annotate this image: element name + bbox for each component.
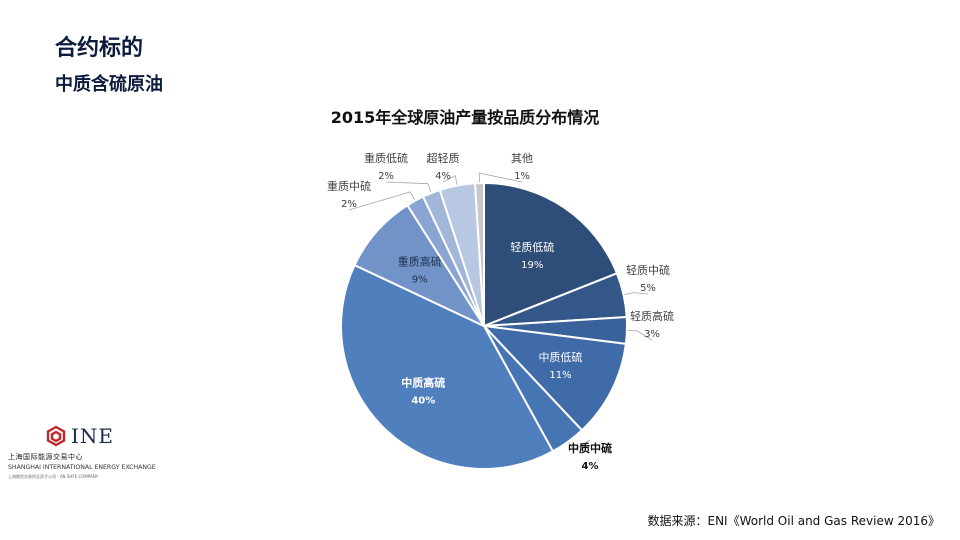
data-source-note: 数据来源：ENI《World Oil and Gas Review 2016》: [647, 514, 940, 528]
pie-slice-3: [481, 324, 627, 432]
logo-english-name: SHANGHAI INTERNATIONAL ENERGY EXCHANGE: [8, 464, 156, 471]
pie-label-8: 重质低硫: [364, 151, 408, 165]
pie-slice-10: [473, 181, 485, 327]
pie-leader-line-8: [385, 181, 432, 193]
pie-value-label-10: 1%: [514, 171, 530, 182]
pie-leader-line-9: [442, 175, 458, 185]
pie-label-5: 中质高硫: [401, 376, 445, 390]
pie-label-10: 其他: [511, 152, 533, 165]
pie-label-9: 超轻质: [427, 151, 460, 165]
chart-title: 2015年全球原油产量按品质分布情况: [330, 108, 600, 127]
logo-name: INE: [71, 424, 114, 448]
pie-label-7: 重质中硫: [327, 179, 371, 193]
pie-label-4: 中质中硫: [568, 441, 612, 455]
pie-value-label-3: 11%: [549, 370, 571, 381]
pie-leader-line-7: [348, 191, 415, 211]
ine-logo: INE 上海国际能源交易中心 SHANGHAI INTERNATIONAL EN…: [8, 424, 158, 480]
pie-value-label-2: 3%: [644, 329, 660, 340]
pie-value-label-6: 9%: [412, 274, 428, 285]
page-subtitle: 中质含硫原油: [55, 74, 163, 95]
pie-leader-line-4: [568, 439, 591, 451]
pie-value-label-1: 5%: [640, 283, 656, 294]
pie-slice-5: [340, 263, 555, 470]
pie-label-1: 轻质中硫: [626, 263, 670, 277]
pie-slice-0: [483, 181, 619, 328]
ine-emblem-icon: [46, 425, 66, 447]
page-title: 合约标的: [55, 36, 144, 61]
pie-label-6: 重质高硫: [398, 254, 442, 268]
pie-leader-line-2: [627, 330, 653, 341]
pie-value-label-5: 40%: [411, 396, 435, 407]
logo-chinese-name: 上海国际能源交易中心: [8, 453, 83, 461]
pie-value-label-8: 2%: [378, 171, 394, 182]
logo-tagline: 上海期货交易所全资子公司 · AN SHFE COMPANY: [8, 474, 99, 479]
pie-value-label-7: 2%: [341, 199, 357, 210]
pie-leader-line-1: [624, 292, 649, 295]
pie-value-label-9: 4%: [435, 171, 451, 182]
pie-slice-6: [353, 203, 487, 329]
pie-leader-line-10: [478, 172, 523, 183]
pie-label-3: 中质低硫: [538, 350, 582, 364]
pie-label-2: 轻质高硫: [630, 309, 674, 323]
pie-label-0: 轻质低硫: [510, 240, 554, 254]
pie-value-label-4: 4%: [582, 461, 599, 472]
pie-value-label-0: 19%: [521, 260, 543, 271]
